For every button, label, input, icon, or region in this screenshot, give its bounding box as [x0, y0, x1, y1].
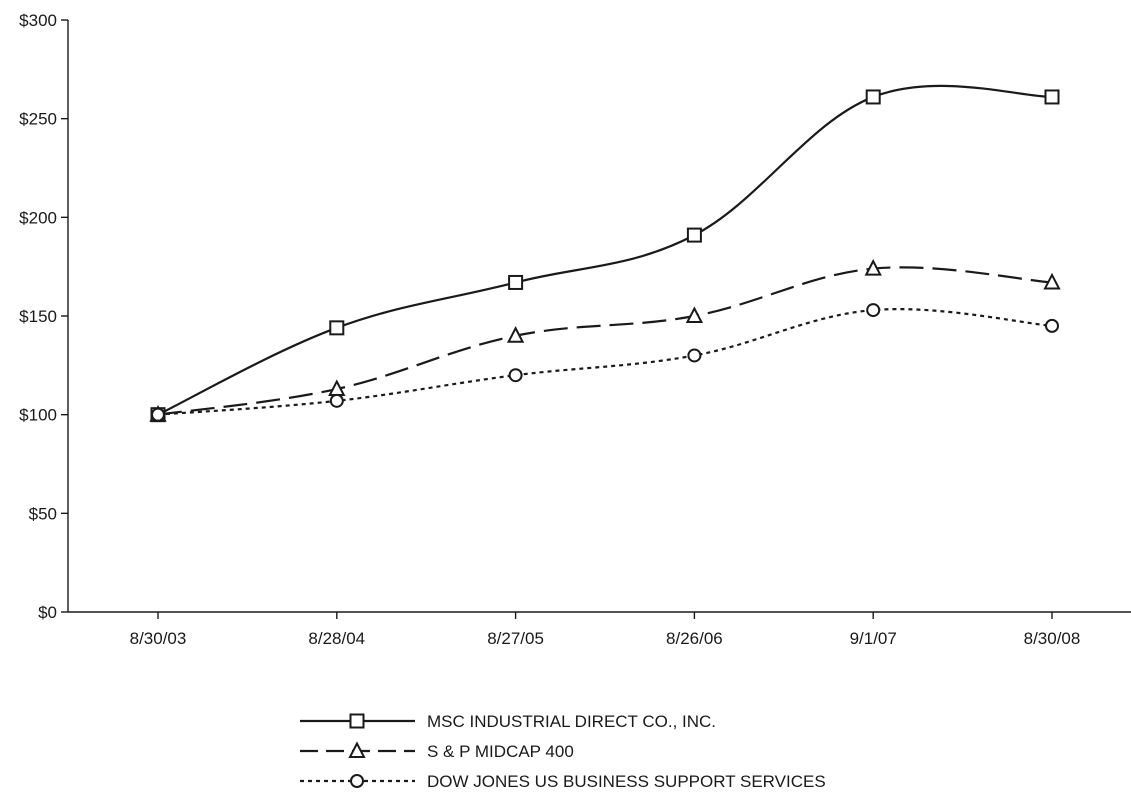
legend-label: S & P MIDCAP 400 [427, 742, 574, 761]
data-point-square-marker [865, 89, 881, 105]
y-tick-label: $0 [38, 603, 57, 622]
series-circle-group [151, 303, 1059, 422]
data-point-square-marker [508, 274, 524, 290]
series-square-group [150, 84, 1060, 423]
data-point-triangle-marker [1043, 272, 1061, 290]
data-point-square-marker [329, 320, 345, 336]
data-point-square-marker [1044, 89, 1060, 105]
y-tick-label: $50 [29, 504, 57, 523]
data-point-circle-marker [866, 303, 881, 318]
data-point-circle-marker [508, 368, 523, 383]
x-axis-ticks: 8/30/03 8/28/04 8/27/05 8/26/06 9/1/07 8/30/0… [130, 612, 1081, 648]
y-tick-label: $150 [19, 307, 57, 326]
x-tick-label: 8/27/05 [487, 629, 544, 648]
data-point-circle-marker [151, 407, 165, 422]
x-tick-label: 8/30/03 [130, 629, 187, 648]
legend-item: MSC INDUSTRIAL DIRECT CO., INC. [300, 712, 716, 731]
x-tick-label: 8/26/06 [666, 629, 723, 648]
y-axis-ticks: $0 $50 $100 $150 $200 $250 $300 [19, 11, 68, 622]
x-tick-label: 8/30/08 [1024, 629, 1081, 648]
series-layer [149, 84, 1061, 423]
y-tick-label: $100 [19, 406, 57, 425]
legend-item: DOW JONES US BUSINESS SUPPORT SERVICES [300, 772, 826, 791]
x-tick-label: 9/1/07 [850, 629, 897, 648]
series-line [157, 308, 1053, 416]
y-tick-label: $300 [19, 11, 57, 30]
series-line [157, 84, 1053, 416]
axes [67, 20, 1131, 613]
legend-triangle-marker [348, 741, 366, 758]
data-point-circle-marker [329, 393, 344, 408]
legend-square-marker [349, 713, 365, 729]
series-triangle-group [149, 258, 1061, 422]
data-point-triangle-marker [864, 258, 882, 276]
y-tick-label: $200 [19, 208, 57, 227]
series-line [157, 266, 1053, 416]
legend-item: S & P MIDCAP 400 [300, 741, 574, 761]
data-point-triangle-marker [506, 326, 525, 343]
legend: MSC INDUSTRIAL DIRECT CO., INC. S & P MID… [300, 712, 826, 791]
data-point-circle-marker [687, 348, 702, 363]
data-point-square-marker [686, 227, 702, 243]
legend-circle-marker [350, 774, 364, 788]
y-tick-label: $250 [19, 110, 57, 129]
legend-label: DOW JONES US BUSINESS SUPPORT SERVICES [427, 772, 826, 791]
data-point-circle-marker [1045, 318, 1059, 333]
x-tick-label: 8/28/04 [308, 629, 365, 648]
data-point-triangle-marker [685, 306, 704, 323]
legend-label: MSC INDUSTRIAL DIRECT CO., INC. [427, 712, 716, 731]
